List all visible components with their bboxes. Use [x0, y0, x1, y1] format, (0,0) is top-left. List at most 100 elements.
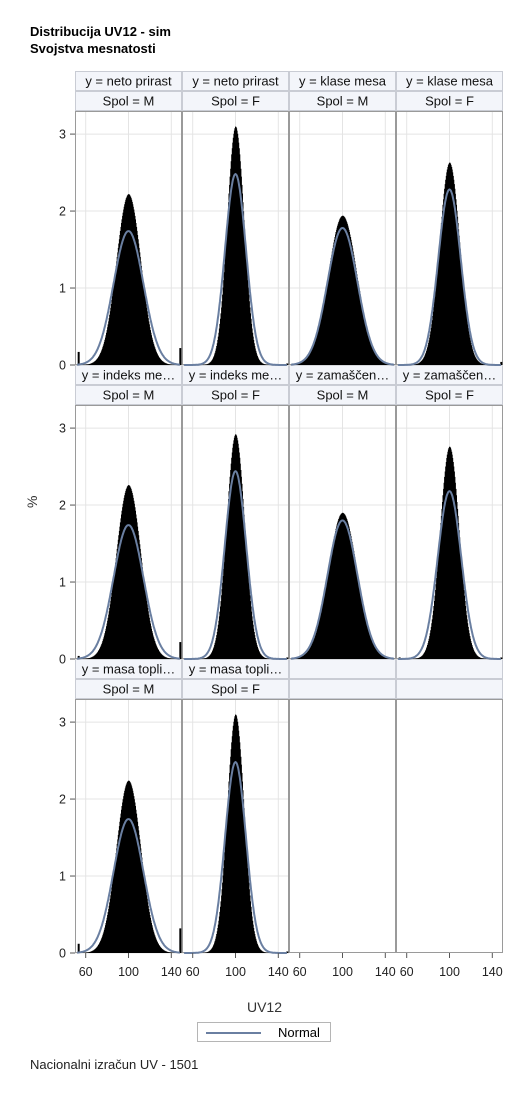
y-axis-label: %: [24, 495, 40, 508]
y-tick-label: 1: [59, 576, 66, 590]
y-tick-label: 1: [59, 870, 66, 884]
facet-header-cell: [75, 91, 182, 111]
histogram-tail-bar: [179, 642, 182, 659]
histogram-bars: [291, 215, 395, 365]
x-tick-label: 60: [79, 965, 93, 979]
facet-header-spol: Spol = M: [103, 94, 155, 109]
facet-header-cell: [75, 679, 182, 699]
normal-curve: [291, 226, 394, 366]
normal-curve: [398, 188, 501, 366]
facet-header-cell: [289, 71, 396, 91]
facet-header-cell: [396, 385, 503, 405]
facet-header-y: y = masa topli…: [82, 662, 176, 677]
x-tick-label: 100: [332, 965, 353, 979]
facet-header-spol: Spol = M: [317, 388, 369, 403]
legend-normal-swatch: [206, 1032, 261, 1034]
histogram-tail-bar: [179, 928, 182, 953]
legend-normal-label: Normal: [278, 1025, 320, 1040]
facet-header-cell: [396, 659, 503, 679]
facet-header-y: y = masa topli…: [189, 662, 283, 677]
facet-header-cell: [75, 385, 182, 405]
facet-header-y: y = klase mesa: [406, 74, 494, 89]
y-tick-label: 0: [59, 359, 66, 373]
facet-header-cell: [396, 679, 503, 699]
normal-curve: [184, 760, 287, 954]
facet-header-y: y = indeks me…: [82, 368, 176, 383]
histogram-tail-bar: [286, 363, 289, 365]
histogram-tail-bar: [77, 943, 80, 953]
y-tick-label: 2: [59, 499, 66, 513]
facet-header-cell: [289, 659, 396, 679]
x-tick-label: 140: [161, 965, 182, 979]
x-tick-label: 60: [400, 965, 414, 979]
x-tick-label: 140: [375, 965, 396, 979]
y-tick-label: 0: [59, 947, 66, 961]
facet-header-spol: Spol = F: [211, 388, 260, 403]
x-tick-label: 100: [225, 965, 246, 979]
facet-header-cell: [289, 91, 396, 111]
chart-subtitle: Svojstva mesnatosti: [30, 41, 156, 56]
histogram-tail-bar: [500, 361, 503, 365]
chart-title: Distribucija UV12 - sim: [30, 24, 171, 39]
facet-header-y: y = zamaščen…: [403, 368, 497, 383]
facet-header-y: y = zamaščen…: [296, 368, 390, 383]
histogram-bars: [77, 194, 181, 365]
y-tick-label: 0: [59, 653, 66, 667]
histogram-bars: [398, 162, 502, 365]
facet-header-cell: [289, 679, 396, 699]
y-tick-label: 3: [59, 716, 66, 730]
facet-header-cell: [182, 91, 289, 111]
histogram-bars: [77, 780, 181, 953]
panel-frame: [396, 699, 503, 953]
x-tick-label: 140: [268, 965, 289, 979]
histogram-bars: [291, 512, 395, 659]
x-tick-label: 100: [118, 965, 139, 979]
normal-curve: [77, 524, 180, 660]
x-tick-label: 100: [439, 965, 460, 979]
y-tick-label: 2: [59, 793, 66, 807]
facet-header-cell: [289, 385, 396, 405]
legend: Normal: [197, 1022, 331, 1042]
facet-header-y: y = neto prirast: [192, 74, 279, 89]
facet-header-cell: [75, 71, 182, 91]
normal-curve: [77, 818, 180, 954]
y-tick-label: 3: [59, 128, 66, 142]
facet-header-cell: [396, 71, 503, 91]
facet-header-cell: [182, 385, 289, 405]
histogram-bars: [184, 126, 288, 366]
footnote: Nacionalni izračun UV - 1501: [30, 1057, 199, 1072]
y-tick-label: 3: [59, 422, 66, 436]
panel-frame: [289, 699, 396, 953]
facet-header-y: y = indeks me…: [189, 368, 283, 383]
facet-header-spol: Spol = F: [211, 94, 260, 109]
y-tick-label: 1: [59, 282, 66, 296]
facet-header-spol: Spol = F: [425, 94, 474, 109]
histogram-bars: [184, 714, 288, 953]
normal-curve: [398, 490, 501, 660]
histogram-bars: [398, 446, 502, 659]
facet-header-y: y = neto prirast: [85, 74, 172, 89]
normal-curve: [77, 230, 180, 366]
histogram-tail-bar: [286, 951, 289, 953]
histogram-tail-bar: [77, 655, 80, 659]
histogram-bars: [184, 434, 288, 659]
facet-header-spol: Spol = M: [103, 682, 155, 697]
histogram-tail-bar: [286, 657, 289, 659]
normal-curve: [184, 172, 287, 366]
x-tick-label: 60: [293, 965, 307, 979]
facet-header-spol: Spol = M: [103, 388, 155, 403]
facet-header-spol: Spol = F: [211, 682, 260, 697]
y-tick-label: 2: [59, 205, 66, 219]
histogram-tail-bar: [179, 348, 182, 365]
normal-curve: [291, 519, 394, 660]
facet-header-spol: Spol = M: [317, 94, 369, 109]
normal-curve: [184, 470, 287, 660]
facet-header-spol: Spol = F: [425, 388, 474, 403]
histogram-tail-bar: [500, 657, 503, 659]
facet-header-cell: [396, 91, 503, 111]
facet-header-cell: [182, 679, 289, 699]
histogram-bars: [77, 485, 181, 659]
facet-header-y: y = klase mesa: [299, 74, 387, 89]
x-tick-label: 140: [482, 965, 503, 979]
